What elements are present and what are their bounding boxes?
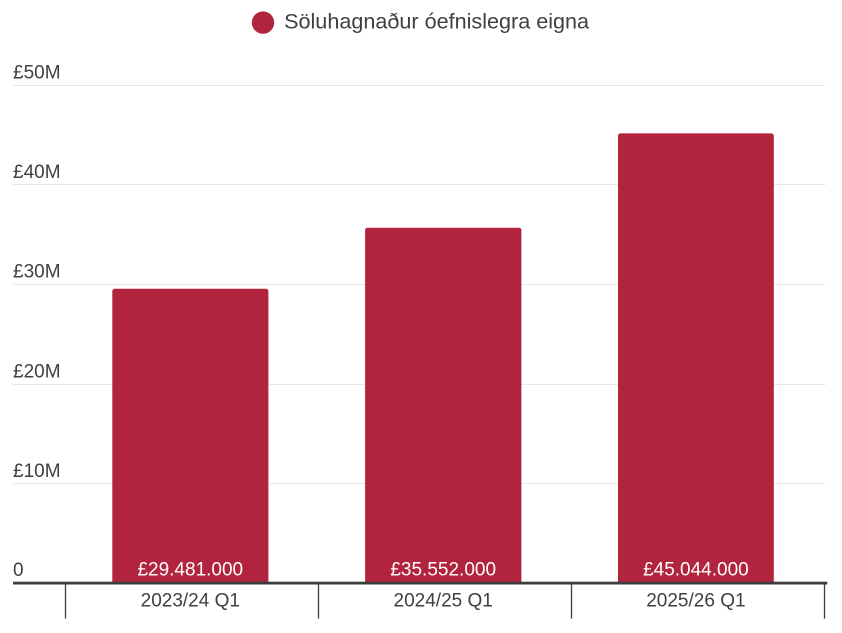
svg-text:£35.552.000: £35.552.000 (390, 559, 496, 580)
svg-text:£20M: £20M (13, 361, 61, 382)
svg-text:2024/25 Q1: 2024/25 Q1 (394, 590, 493, 611)
svg-text:£30M: £30M (13, 262, 61, 283)
svg-text:£29.481.000: £29.481.000 (137, 559, 243, 580)
svg-text:2023/24 Q1: 2023/24 Q1 (141, 590, 240, 611)
svg-text:2025/26 Q1: 2025/26 Q1 (646, 590, 745, 611)
svg-text:0: 0 (13, 560, 24, 581)
svg-text:£10M: £10M (13, 461, 61, 482)
svg-text:£45.044.000: £45.044.000 (643, 559, 749, 580)
svg-text:£40M: £40M (13, 162, 61, 183)
svg-text:Söluhagnaður óefnislegra eigna: Söluhagnaður óefnislegra eigna (284, 9, 590, 34)
svg-text:£50M: £50M (13, 62, 61, 83)
